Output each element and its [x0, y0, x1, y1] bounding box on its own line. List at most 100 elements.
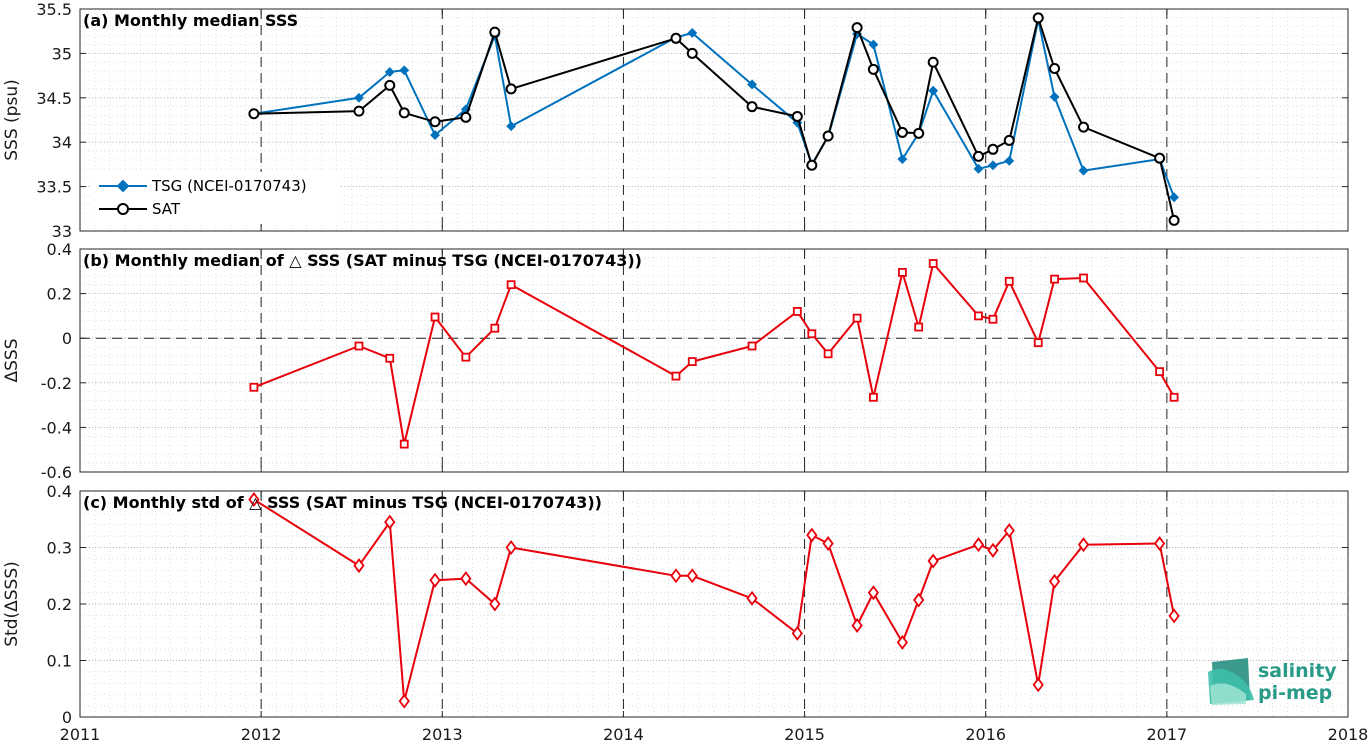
- data-point: [851, 617, 863, 633]
- data-point: [1004, 276, 1014, 286]
- x-tick-label: 2015: [784, 725, 825, 744]
- data-point: [988, 314, 998, 324]
- data-point: [490, 323, 500, 333]
- x-tick-label: 2013: [422, 725, 463, 744]
- data-point: [670, 32, 682, 44]
- x-tick-label: 2017: [1146, 725, 1187, 744]
- y-tick-label: 33.5: [36, 178, 72, 197]
- data-point: [429, 116, 441, 128]
- data-point: [913, 592, 925, 608]
- y-tick-label: 0.1: [47, 652, 72, 671]
- panel-title: (b) Monthly median of △ SSS (SAT minus T…: [83, 251, 642, 270]
- x-tick-label: 2016: [965, 725, 1006, 744]
- data-point: [1049, 91, 1060, 102]
- y-tick-label: 33: [52, 222, 72, 241]
- data-point: [1168, 608, 1180, 624]
- y-tick-label: -0.4: [41, 418, 72, 437]
- x-tick-label: 2012: [241, 725, 282, 744]
- y-tick-label: 35: [52, 44, 72, 63]
- data-point: [686, 568, 698, 584]
- data-point: [806, 159, 818, 171]
- data-point: [868, 39, 879, 50]
- data-point: [988, 160, 998, 171]
- data-point: [248, 108, 260, 120]
- data-point: [1154, 152, 1166, 164]
- data-point: [1168, 214, 1180, 226]
- x-tick-label: 2018: [1328, 725, 1368, 744]
- data-point: [897, 268, 907, 277]
- data-point: [927, 553, 939, 569]
- x-tick-label: 2011: [60, 725, 101, 744]
- logo-text-pimep: pi-mep: [1258, 682, 1332, 704]
- data-point: [869, 392, 878, 402]
- y-tick-label: 0.3: [47, 539, 72, 558]
- data-point: [1050, 274, 1059, 284]
- data-point: [385, 353, 395, 363]
- data-point: [851, 22, 863, 34]
- data-point: [1079, 273, 1088, 283]
- legend-box: [90, 172, 340, 224]
- plot-area: [80, 249, 1348, 472]
- data-point: [822, 536, 834, 552]
- plot-frame: [79, 248, 1349, 473]
- panel-c: 0 0.1 0.2 0.3 0.4 Std(ΔSSS) (c) Monthly std of…: [2, 482, 1349, 727]
- data-point: [1048, 573, 1061, 589]
- y-tick-label: 0.2: [47, 595, 72, 614]
- data-point: [248, 491, 260, 507]
- data-point: [928, 259, 938, 268]
- data-point: [927, 56, 939, 68]
- data-point: [972, 150, 984, 162]
- data-point: [896, 126, 908, 138]
- legend: TSG (NCEI-0170743) SAT: [90, 172, 340, 224]
- data-point: [460, 111, 472, 123]
- y-tick-label: 0: [62, 708, 72, 727]
- data-point: [807, 329, 817, 339]
- data-point: [1077, 537, 1090, 553]
- data-point: [897, 154, 908, 165]
- data-point: [867, 63, 879, 75]
- y-tick-label: -0.6: [41, 463, 72, 482]
- data-point: [249, 382, 259, 392]
- plot-frame: [79, 490, 1349, 718]
- data-point: [987, 542, 999, 558]
- panel-b: -0.6 -0.4 -0.2 0 0.2 0.4 ΔSSS (b) Monthly media…: [2, 240, 1349, 482]
- data-point: [460, 571, 472, 587]
- data-point: [353, 105, 365, 117]
- legend-marker-sat: [117, 203, 129, 215]
- data-point: [489, 26, 501, 38]
- data-point: [398, 693, 410, 709]
- data-point: [506, 280, 516, 290]
- data-point: [384, 514, 396, 530]
- logo-text-salinity: salinity: [1258, 660, 1337, 682]
- data-point: [506, 121, 517, 132]
- data-point: [398, 107, 410, 119]
- data-point: [1003, 523, 1015, 539]
- y-axis-label: ΔSSS: [2, 338, 22, 382]
- y-tick-label: -0.2: [41, 374, 72, 393]
- data-point: [1032, 12, 1044, 24]
- data-point: [1078, 121, 1090, 133]
- data-point: [823, 349, 833, 359]
- salinity-pi-mep-logo: salinity pi-mep: [1208, 658, 1337, 705]
- data-point: [1155, 367, 1165, 377]
- data-point: [822, 130, 834, 142]
- logo-mark-wave: [1210, 683, 1246, 705]
- data-point: [1032, 677, 1044, 693]
- y-tick-label: 34.5: [36, 89, 72, 108]
- legend-label-sat: SAT: [152, 200, 181, 218]
- y-axis-label: SSS (psu): [2, 79, 22, 160]
- data-point: [687, 357, 697, 367]
- data-point: [505, 540, 517, 555]
- data-point: [791, 625, 803, 641]
- data-point: [1004, 155, 1015, 166]
- data-point: [1003, 134, 1015, 146]
- data-point: [399, 439, 409, 449]
- data-point: [489, 596, 501, 612]
- data-point: [1169, 192, 1180, 203]
- data-point: [1033, 338, 1043, 348]
- data-point: [461, 352, 471, 362]
- data-point: [852, 313, 862, 323]
- legend-label-tsg: TSG (NCEI-0170743): [151, 177, 307, 195]
